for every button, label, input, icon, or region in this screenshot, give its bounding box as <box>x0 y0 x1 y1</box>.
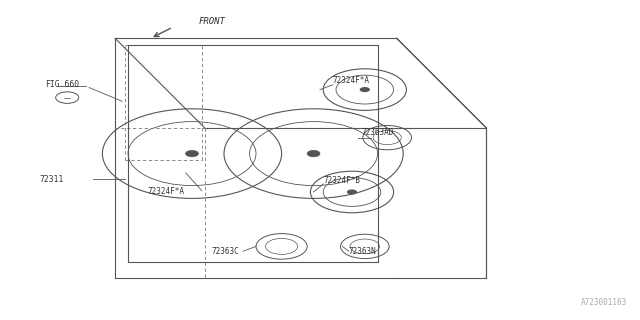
Circle shape <box>360 87 370 92</box>
Circle shape <box>186 150 198 157</box>
Text: FIG.660: FIG.660 <box>45 80 79 89</box>
Text: 72324F*A: 72324F*A <box>147 188 184 196</box>
Text: A723001163: A723001163 <box>581 298 627 307</box>
Text: FRONT: FRONT <box>198 17 225 26</box>
Circle shape <box>307 150 320 157</box>
Text: 72363N: 72363N <box>349 247 376 256</box>
Text: 72311: 72311 <box>40 175 64 184</box>
Text: 72324F*B: 72324F*B <box>323 176 360 185</box>
Text: 72363C: 72363C <box>211 247 239 256</box>
Circle shape <box>347 189 357 195</box>
Text: 72363AD: 72363AD <box>362 128 394 137</box>
Text: 72324F*A: 72324F*A <box>333 76 370 85</box>
